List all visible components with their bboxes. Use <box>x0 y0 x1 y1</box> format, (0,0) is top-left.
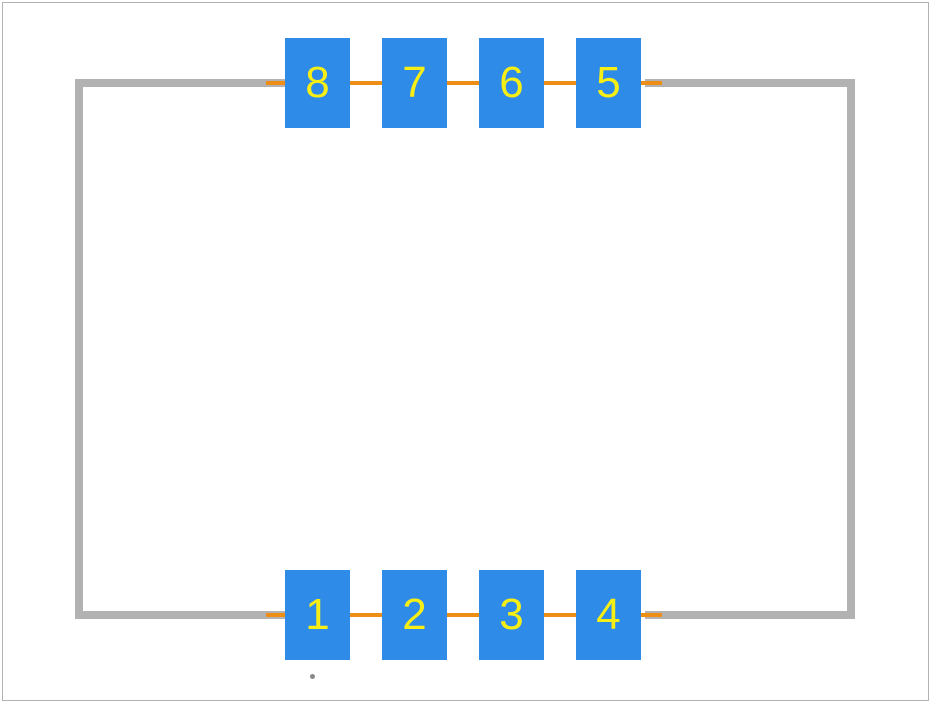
outline-left <box>75 79 83 619</box>
canvas-frame <box>2 2 929 701</box>
pad-6: 6 <box>479 38 544 128</box>
outline-bot-left <box>75 611 285 619</box>
pad-8: 8 <box>285 38 350 128</box>
pad-2: 2 <box>382 570 447 660</box>
outline-top-right <box>645 79 855 87</box>
pad-4-label: 4 <box>596 590 620 640</box>
pad-2-label: 2 <box>402 590 426 640</box>
outline-bot-right <box>645 611 855 619</box>
pad-3: 3 <box>479 570 544 660</box>
pad-4: 4 <box>576 570 641 660</box>
pad-6-label: 6 <box>499 58 523 108</box>
pad-3-label: 3 <box>499 590 523 640</box>
pad-1: 1 <box>285 570 350 660</box>
pin1-marker <box>310 674 315 679</box>
pad-7: 7 <box>382 38 447 128</box>
pad-5: 5 <box>576 38 641 128</box>
outline-top-left <box>75 79 285 87</box>
pad-5-label: 5 <box>596 58 620 108</box>
outline-right <box>847 79 855 619</box>
pad-8-label: 8 <box>305 58 329 108</box>
pad-1-label: 1 <box>305 590 329 640</box>
pad-7-label: 7 <box>402 58 426 108</box>
